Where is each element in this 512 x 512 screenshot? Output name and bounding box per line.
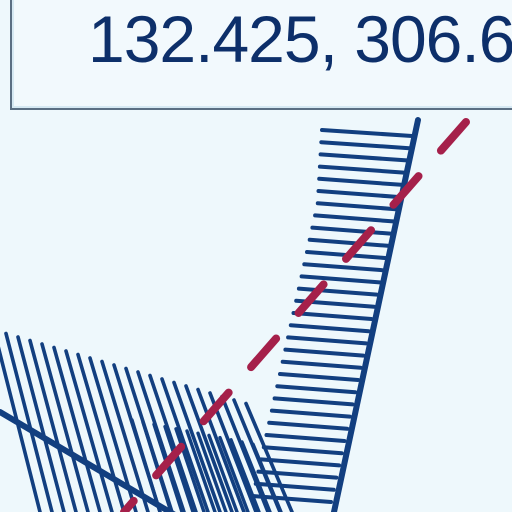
hatch-line-bottom	[174, 427, 206, 512]
hatch-line-right	[259, 457, 342, 468]
hatch-line-left	[184, 384, 234, 512]
hatch-line-right	[291, 311, 374, 321]
hatch-line-left	[16, 335, 66, 512]
hatch-line-right	[275, 384, 358, 395]
hatch-line-right	[313, 213, 396, 224]
hatch-line-right	[280, 359, 363, 370]
hatch-line-left	[244, 401, 294, 512]
lower-left-line	[0, 409, 176, 512]
hatch-line-left	[196, 387, 246, 512]
hatch-line-right	[296, 286, 379, 297]
coordinate-box: 132.425, 306.6	[10, 0, 512, 110]
hatch-line-bottom	[251, 442, 283, 512]
hatch-line-bottom	[196, 431, 228, 512]
hatch-line-right	[319, 140, 412, 151]
dashed-path	[120, 118, 470, 512]
hatch-line-left	[100, 359, 150, 512]
hatch-line-right	[261, 445, 344, 456]
hatch-line-right	[278, 372, 360, 382]
hatch-line-right	[283, 347, 366, 358]
hatch-line-right	[264, 433, 347, 443]
hatch-line-left	[148, 373, 198, 512]
hatch-line-right	[318, 152, 409, 163]
hatch-line-right	[256, 469, 339, 480]
hatch-line-bottom	[185, 429, 217, 512]
hatch-line-right	[288, 323, 371, 334]
hatch-line-left	[52, 345, 102, 512]
hatch-line-right	[299, 274, 382, 285]
hatch-line-right	[317, 176, 404, 187]
hatch-line-right	[269, 408, 352, 419]
hatch-line-right	[302, 262, 385, 273]
hatch-line-left	[40, 342, 90, 512]
hatch-line-left	[220, 394, 270, 512]
hatch-lines	[0, 128, 414, 512]
hatch-line-right	[317, 164, 406, 175]
hatch-line-left	[4, 331, 54, 512]
hatch-line-bottom	[152, 422, 184, 512]
coordinate-readout: 132.425, 306.6	[88, 2, 512, 76]
hatch-line-bottom	[218, 435, 250, 512]
hatch-line-right	[315, 201, 398, 212]
hatch-line-left	[64, 349, 114, 512]
hatch-line-bottom	[163, 424, 195, 512]
hatch-line-right	[320, 128, 414, 138]
hatch-line-bottom	[130, 418, 162, 512]
hatch-line-right	[267, 420, 350, 431]
hatch-line-left	[28, 338, 78, 512]
hatch-line-bottom	[207, 433, 239, 512]
hatch-line-right	[316, 189, 401, 199]
hatch-line-right	[307, 237, 390, 248]
hatch-line-bottom	[240, 440, 272, 512]
main-spine-line	[331, 117, 421, 512]
hatch-line-left	[208, 391, 258, 512]
hatch-line-bottom	[229, 438, 261, 512]
hatch-line-right	[286, 335, 369, 346]
hatch-line-left	[76, 352, 126, 512]
hatch-line-left	[172, 380, 222, 512]
hatch-line-right	[272, 396, 355, 407]
hatch-line-left	[160, 377, 210, 512]
hatch-line-right	[310, 225, 393, 236]
hatch-line-bottom	[141, 420, 173, 512]
hatch-line-right	[251, 494, 333, 504]
